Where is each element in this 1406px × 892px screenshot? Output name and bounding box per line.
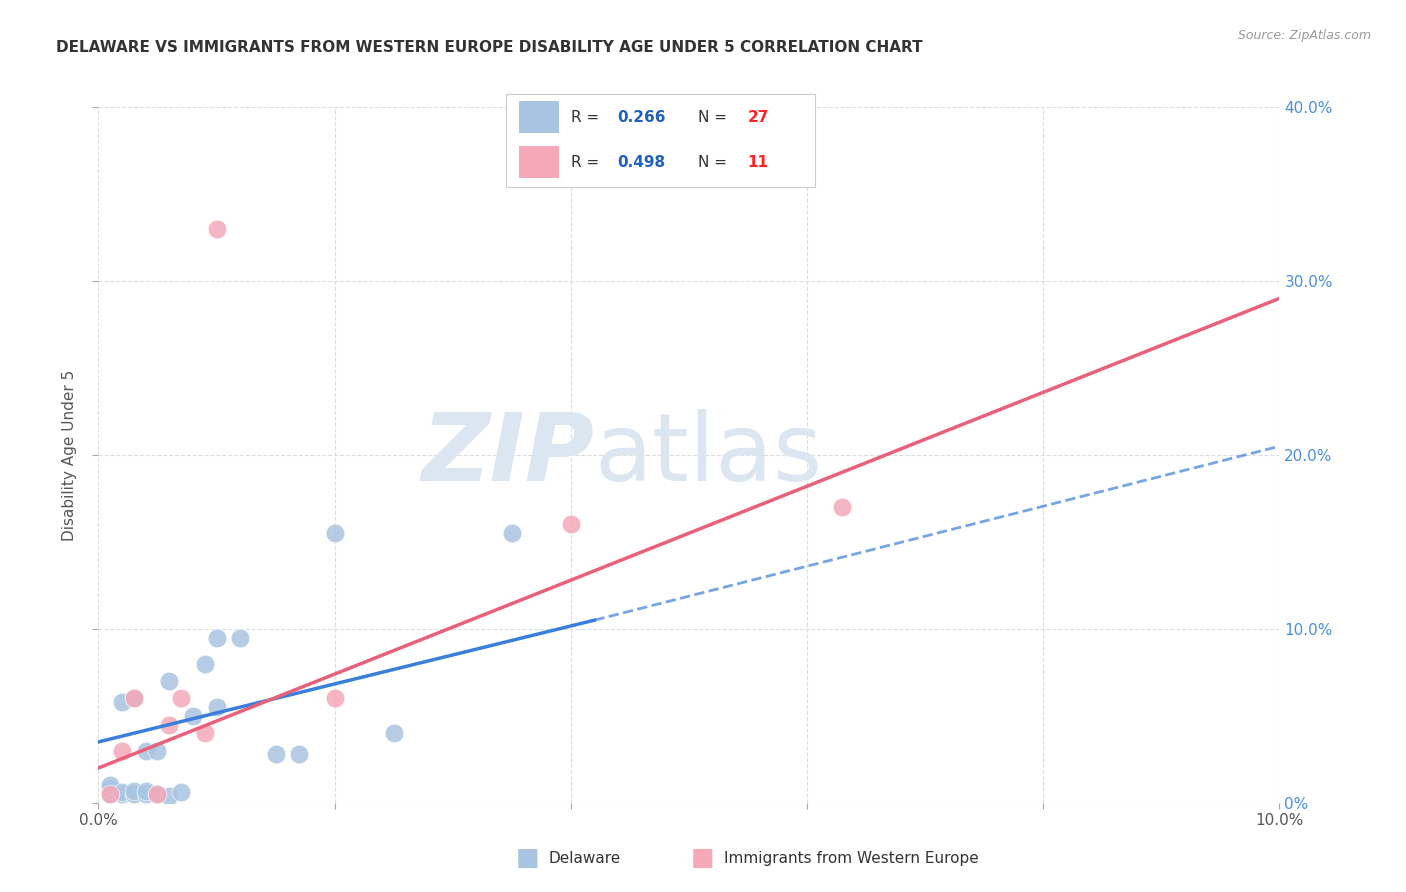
Point [288,747,311,761]
Point [323,691,346,706]
Point [194,726,217,740]
Point [122,691,145,706]
Point [135,783,157,797]
Point [157,789,180,803]
Text: 11: 11 [748,154,769,169]
Point [323,526,346,541]
Point [194,657,217,671]
Text: N =: N = [697,154,731,169]
Point [111,787,134,801]
Point [205,631,228,645]
Point [157,717,180,731]
Point [560,517,582,532]
Text: ■: ■ [692,847,714,870]
Point [111,695,134,709]
FancyBboxPatch shape [519,101,558,133]
FancyBboxPatch shape [519,146,558,178]
Point [122,787,145,801]
Point [111,785,134,799]
Point [170,691,193,706]
Text: 0.498: 0.498 [617,154,665,169]
Point [264,747,287,761]
Point [111,744,134,758]
Point [205,700,228,714]
Text: ZIP: ZIP [422,409,595,501]
Point [98,787,121,801]
Point [170,785,193,799]
Point [181,708,204,723]
Point [146,787,169,801]
Point [146,787,169,801]
Point [135,744,157,758]
Point [146,744,169,758]
Text: Source: ZipAtlas.com: Source: ZipAtlas.com [1237,29,1371,42]
Text: R =: R = [571,110,605,125]
Point [501,526,523,541]
Text: 0.266: 0.266 [617,110,666,125]
Text: R =: R = [571,154,605,169]
Text: N =: N = [697,110,731,125]
Text: Immigrants from Western Europe: Immigrants from Western Europe [724,851,979,865]
Point [831,500,853,514]
Text: ■: ■ [516,847,538,870]
Point [98,787,121,801]
Text: DELAWARE VS IMMIGRANTS FROM WESTERN EUROPE DISABILITY AGE UNDER 5 CORRELATION CH: DELAWARE VS IMMIGRANTS FROM WESTERN EURO… [56,40,922,55]
Point [135,787,157,801]
Point [98,778,121,792]
Point [122,783,145,797]
Point [229,631,252,645]
Point [98,781,121,796]
Y-axis label: Disability Age Under 5: Disability Age Under 5 [62,369,77,541]
Point [122,691,145,706]
Point [157,674,180,689]
Text: 27: 27 [748,110,769,125]
Point [382,726,405,740]
Point [205,221,228,235]
Text: atlas: atlas [595,409,823,501]
Text: Delaware: Delaware [548,851,620,865]
